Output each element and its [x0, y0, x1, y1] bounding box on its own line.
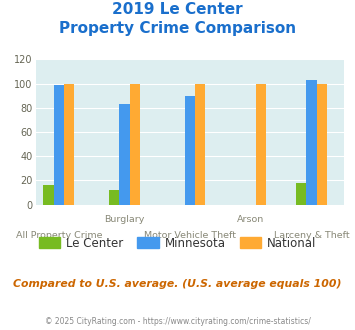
Bar: [130, 83, 140, 205]
Bar: [195, 83, 205, 205]
Bar: [185, 96, 195, 205]
Bar: [64, 83, 74, 205]
Text: Larceny & Theft: Larceny & Theft: [274, 231, 349, 240]
Bar: [109, 190, 119, 205]
Text: Motor Vehicle Theft: Motor Vehicle Theft: [144, 231, 236, 240]
Bar: [119, 104, 130, 205]
Text: © 2025 CityRating.com - https://www.cityrating.com/crime-statistics/: © 2025 CityRating.com - https://www.city…: [45, 317, 310, 326]
Bar: [43, 185, 54, 205]
Bar: [306, 80, 317, 205]
Text: Burglary: Burglary: [104, 214, 144, 223]
Text: Compared to U.S. average. (U.S. average equals 100): Compared to U.S. average. (U.S. average …: [13, 279, 342, 289]
Bar: [296, 183, 306, 205]
Bar: [317, 83, 327, 205]
Text: Arson: Arson: [237, 214, 264, 223]
Bar: [256, 83, 266, 205]
Text: All Property Crime: All Property Crime: [16, 231, 102, 240]
Text: Property Crime Comparison: Property Crime Comparison: [59, 21, 296, 36]
Text: 2019 Le Center: 2019 Le Center: [112, 2, 243, 16]
Legend: Le Center, Minnesota, National: Le Center, Minnesota, National: [34, 232, 321, 254]
Bar: [54, 85, 64, 205]
